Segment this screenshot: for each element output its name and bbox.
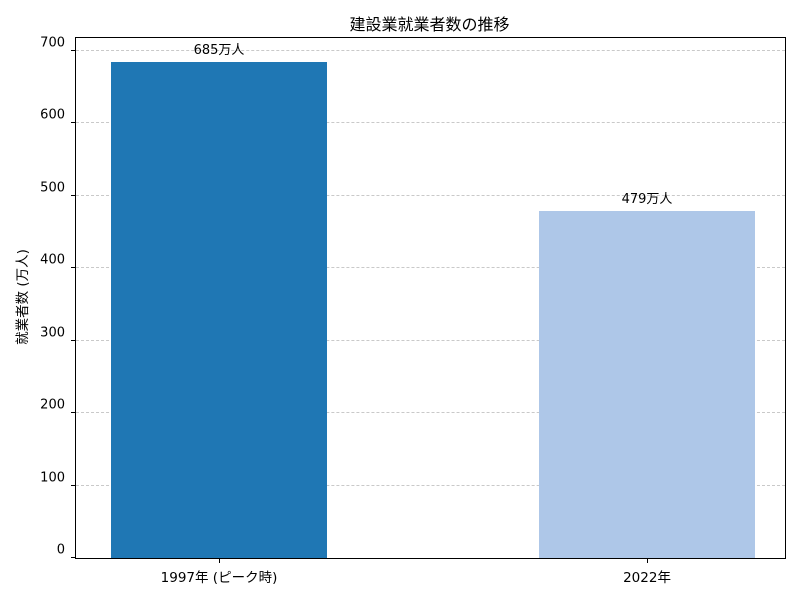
x-tick-label-0: 1997年 (ピーク時) <box>160 570 278 586</box>
gridline-y-700 <box>76 50 785 52</box>
x-tick-mark-0 <box>219 558 220 563</box>
bar-value-label-1: 479万人 <box>621 192 673 208</box>
bar-1997年 (ピーク時) <box>110 61 328 558</box>
y-tick-label-400: 400 <box>40 252 65 268</box>
gridline-y-200 <box>76 412 785 414</box>
gridline-y-500 <box>76 194 785 196</box>
y-tick-mark-0 <box>71 557 76 558</box>
y-tick-label-500: 500 <box>40 180 65 196</box>
gridline-y-400 <box>76 267 785 269</box>
chart-title: 建設業就業者数の推移 <box>349 15 510 34</box>
plot-area: 0 100 200 300 400 500 600 700 685万人 1997年 (ピーク時) 4… <box>40 36 786 586</box>
y-tick-label-300: 300 <box>40 325 65 341</box>
y-tick-mark-500 <box>71 194 76 196</box>
y-tick-label-600: 600 <box>40 107 65 123</box>
y-tick-mark-100 <box>71 484 76 486</box>
x-tick-label-1: 2022年 <box>623 570 671 586</box>
y-tick-mark-300 <box>71 339 76 341</box>
y-tick-mark-400 <box>71 267 76 269</box>
y-tick-label-200: 200 <box>40 397 65 413</box>
gridline-y-600 <box>76 122 785 124</box>
y-tick-label-100: 100 <box>40 470 65 486</box>
y-tick-mark-700 <box>71 50 76 52</box>
y-tick-mark-200 <box>71 412 76 414</box>
gridline-y-100 <box>76 484 785 486</box>
bar-value-label-0: 685万人 <box>193 42 245 58</box>
bar-2022年 <box>538 211 756 558</box>
x-tick-mark-1 <box>647 558 649 563</box>
y-tick-label-0: 0 <box>56 542 65 558</box>
y-tick-mark-600 <box>71 122 76 124</box>
y-tick-label-700: 700 <box>40 35 65 51</box>
gridline-y-300 <box>76 339 785 341</box>
